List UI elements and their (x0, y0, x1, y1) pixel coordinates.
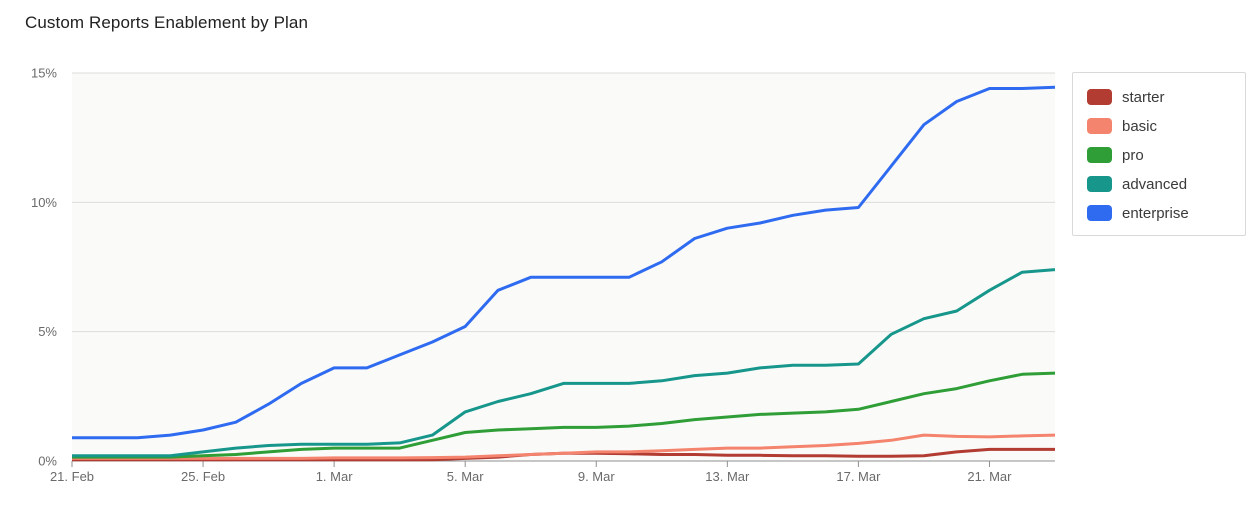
legend-item-starter[interactable]: starter (1087, 87, 1231, 107)
series-line-enterprise (72, 85, 1056, 440)
legend-swatch-pro (1087, 147, 1112, 163)
legend-label: enterprise (1122, 204, 1189, 222)
series-line-pro (72, 371, 1056, 459)
x-tick-label: 25. Feb (181, 469, 225, 484)
x-tick-label: 21. Feb (50, 469, 94, 484)
legend-label: advanced (1122, 175, 1188, 193)
y-tick-label: 15% (31, 66, 57, 81)
legend-item-enterprise[interactable]: enterprise (1087, 203, 1231, 223)
x-tick-label: 17. Mar (836, 469, 881, 484)
plot-area (72, 73, 1055, 461)
legend-item-advanced[interactable]: advanced (1087, 174, 1231, 194)
series-line-advanced (72, 268, 1056, 458)
x-tick-label: 5. Mar (447, 469, 485, 484)
y-tick-label: 0% (38, 454, 57, 469)
chart-title: Custom Reports Enablement by Plan (25, 13, 308, 32)
legend-swatch-starter (1087, 89, 1112, 105)
legend-label: basic (1122, 117, 1158, 135)
x-tick-label: 13. Mar (705, 469, 750, 484)
legend-swatch-enterprise (1087, 205, 1112, 221)
legend-item-pro[interactable]: pro (1087, 145, 1231, 165)
legend-swatch-advanced (1087, 176, 1112, 192)
x-tick-label: 9. Mar (578, 469, 616, 484)
legend-label: pro (1122, 146, 1144, 164)
y-tick-label: 5% (38, 324, 57, 339)
x-tick-label: 21. Mar (967, 469, 1012, 484)
x-tick-label: 1. Mar (316, 469, 354, 484)
legend-label: starter (1122, 88, 1165, 106)
series-line-basic (72, 433, 1056, 460)
legend-swatch-basic (1087, 118, 1112, 134)
y-tick-label: 10% (31, 195, 57, 210)
legend: starter basic pro advanced enterprise (1072, 72, 1246, 236)
legend-item-basic[interactable]: basic (1087, 116, 1231, 136)
